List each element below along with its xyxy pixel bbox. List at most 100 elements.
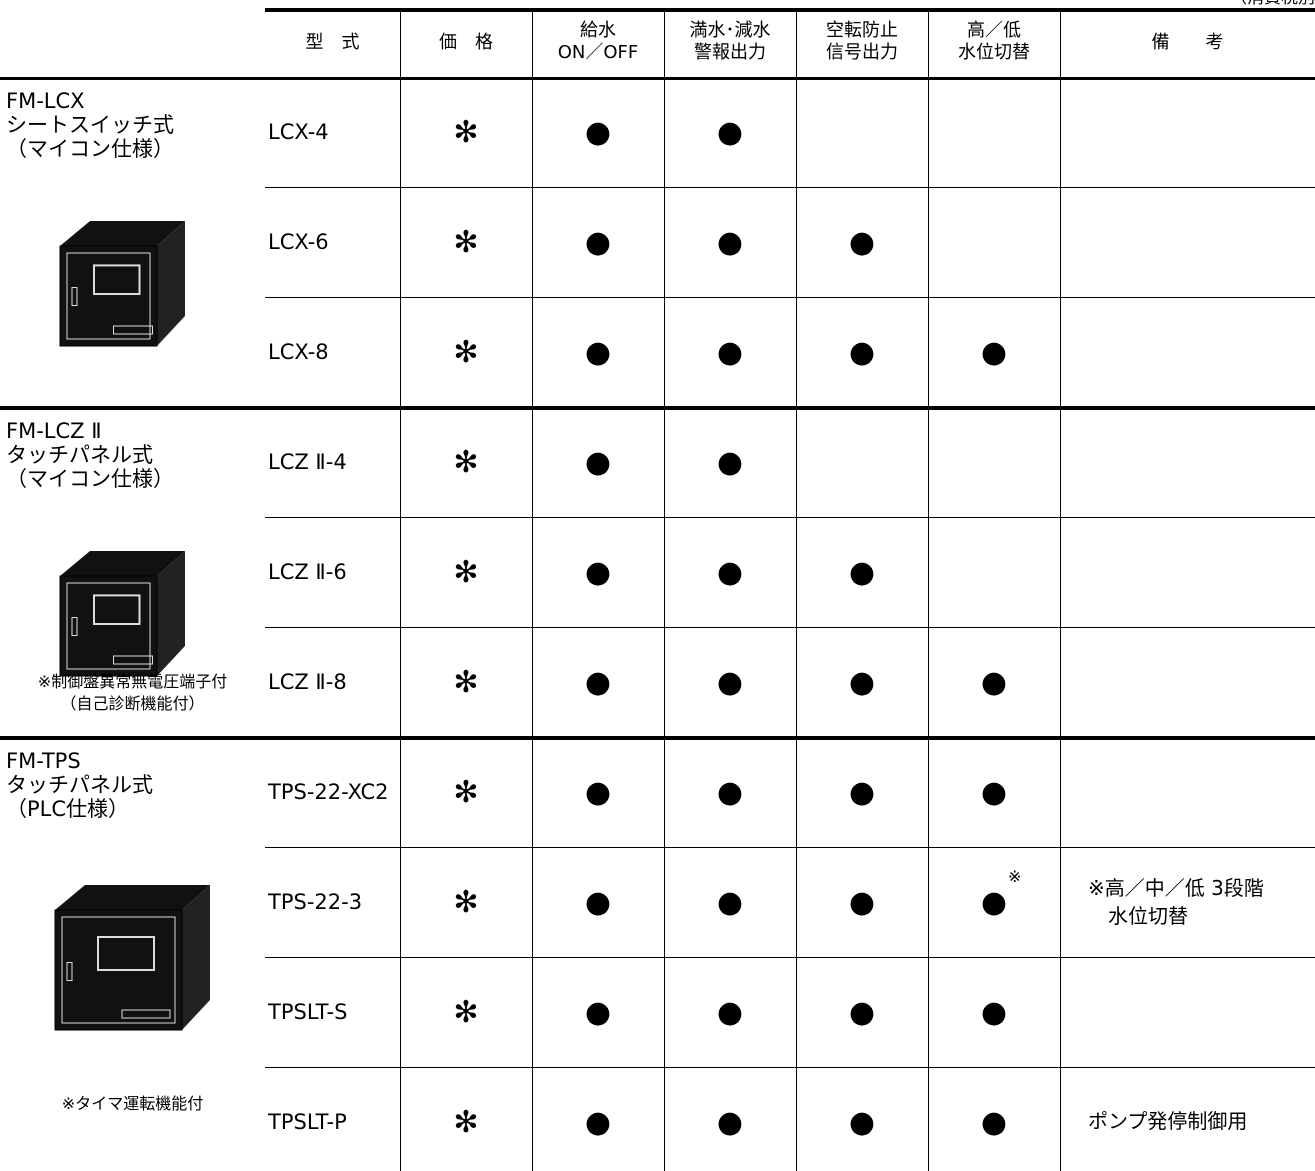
group-title: FM-LCX — [6, 89, 85, 113]
column-header: 型 式 — [305, 32, 360, 53]
group-title: FM-TPS — [6, 749, 81, 773]
feature-mark: ● — [980, 335, 1008, 370]
rule — [265, 517, 1315, 518]
rule — [265, 957, 1315, 958]
feature-mark: ● — [716, 665, 744, 700]
price-mark: ✻ — [453, 1105, 479, 1140]
column-header: 信号出力 — [826, 42, 898, 63]
group-note: （自己診断機能付） — [60, 694, 205, 713]
rule — [0, 406, 1315, 410]
model: LCZ Ⅱ-6 — [268, 560, 347, 584]
feature-mark: ● — [980, 775, 1008, 810]
column-header: 空転防止 — [826, 20, 898, 41]
group-title: （PLC仕様） — [6, 797, 130, 821]
feature-mark: ● — [716, 225, 744, 260]
feature-mark: ● — [584, 775, 612, 810]
group-title: （マイコン仕様） — [6, 467, 174, 491]
group-note: ※制御盤異常無電圧端子付 — [37, 672, 228, 691]
column-header: 満水･減水 — [689, 20, 771, 41]
rule — [664, 12, 665, 1171]
column-header: 備 考 — [1151, 32, 1224, 53]
model: TPS-22-3 — [268, 890, 363, 914]
feature-mark: ● — [716, 555, 744, 590]
model: LCZ Ⅱ-8 — [268, 670, 347, 694]
column-header: 警報出力 — [694, 42, 766, 63]
feature-mark: ● — [584, 1105, 612, 1140]
remark: ※高／中／低 3段階 — [1088, 876, 1264, 900]
feature-mark: ● — [716, 115, 744, 150]
feature-mark: ● — [980, 885, 1008, 920]
price-mark: ✻ — [453, 225, 479, 260]
rule — [0, 736, 1315, 740]
rule — [265, 1067, 1315, 1068]
group-title: タッチパネル式 — [6, 443, 153, 467]
feature-mark: ● — [848, 555, 876, 590]
feature-mark: ● — [980, 665, 1008, 700]
group-title: タッチパネル式 — [6, 773, 153, 797]
rule — [796, 12, 797, 1171]
feature-mark: ● — [584, 445, 612, 480]
group-title: シートスイッチ式 — [6, 113, 174, 137]
tax-note: （消費税別） — [1230, 0, 1315, 8]
group-note: ※タイマ運転機能付 — [61, 1094, 204, 1113]
remark: ポンプ発停制御用 — [1088, 1109, 1248, 1133]
feature-mark: ● — [716, 445, 744, 480]
feature-mark: ● — [980, 1105, 1008, 1140]
feature-mark: ● — [584, 115, 612, 150]
price-mark: ✻ — [453, 555, 479, 590]
price-mark: ✻ — [453, 335, 479, 370]
model: LCX-8 — [268, 340, 329, 364]
feature-mark: ● — [848, 1105, 876, 1140]
rule — [532, 12, 533, 1171]
feature-mark: ● — [848, 335, 876, 370]
device-image — [59, 221, 185, 347]
group-title: FM-LCZ Ⅱ — [6, 419, 102, 443]
rule — [0, 77, 1315, 80]
feature-mark: ● — [584, 335, 612, 370]
feature-mark: ● — [716, 335, 744, 370]
feature-mark: ● — [584, 665, 612, 700]
feature-mark: ● — [584, 555, 612, 590]
model: TPS-22-XC2 — [268, 780, 389, 804]
price-mark: ✻ — [453, 445, 479, 480]
rule — [400, 12, 401, 1171]
device-image — [54, 885, 210, 1031]
feature-mark: ● — [716, 995, 744, 1030]
column-header: 価 格 — [439, 32, 493, 53]
column-header: 水位切替 — [958, 42, 1030, 63]
rule — [265, 187, 1315, 188]
column-header: ON／OFF — [557, 42, 639, 63]
rule — [265, 627, 1315, 628]
price-mark: ✻ — [453, 775, 479, 810]
price-mark: ✻ — [453, 115, 479, 150]
model: LCZ Ⅱ-4 — [268, 450, 347, 474]
feature-mark: ● — [848, 225, 876, 260]
price-mark: ✻ — [453, 665, 479, 700]
feature-mark: ● — [848, 995, 876, 1030]
column-header: 高／低 — [967, 20, 1021, 41]
feature-mark: ● — [848, 885, 876, 920]
rule — [928, 12, 929, 1171]
feature-mark: ● — [584, 995, 612, 1030]
feature-mark: ● — [716, 1105, 744, 1140]
cell-note-mark: ※ — [1008, 867, 1022, 886]
rule — [265, 297, 1315, 298]
column-header: 給水 — [580, 20, 616, 41]
feature-mark: ● — [980, 995, 1008, 1030]
rule — [265, 8, 1315, 12]
feature-mark: ● — [584, 885, 612, 920]
model: TPSLT-P — [268, 1110, 347, 1134]
group-title: （マイコン仕様） — [6, 137, 174, 161]
price-mark: ✻ — [453, 995, 479, 1030]
feature-mark: ● — [716, 885, 744, 920]
model: LCX-6 — [268, 230, 329, 254]
feature-mark: ● — [584, 225, 612, 260]
feature-mark: ● — [716, 775, 744, 810]
feature-mark: ● — [848, 665, 876, 700]
rule — [1060, 12, 1061, 1171]
remark: 水位切替 — [1088, 904, 1188, 928]
rule — [265, 847, 1315, 848]
price-mark: ✻ — [453, 885, 479, 920]
feature-mark: ● — [848, 775, 876, 810]
